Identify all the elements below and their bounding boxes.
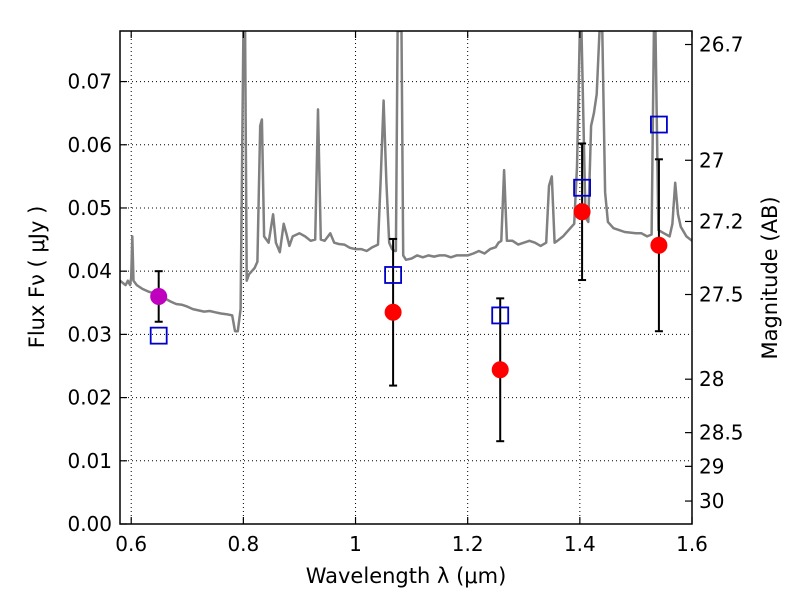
y-tick-label: 0.01 [67, 449, 112, 473]
x-tick-label: 1.6 [676, 532, 708, 556]
y-tick-label: 0.04 [67, 259, 112, 283]
model-point [384, 266, 403, 284]
x-axis-label: Wavelength λ (μm) [306, 564, 507, 588]
x-tick-label: 0.8 [227, 532, 259, 556]
y2-tick-label: 27 [699, 148, 724, 172]
y2-axis-label: Magnitude (AB) [758, 196, 782, 359]
y-tick-label: 0.00 [67, 512, 112, 536]
data-point [384, 303, 402, 321]
x-tick-label: 1.4 [564, 532, 596, 556]
y2-tick-label: 27.2 [699, 209, 744, 233]
data-point [650, 236, 668, 254]
y-tick-label: 0.06 [67, 133, 112, 157]
x-tick-label: 1 [349, 532, 362, 556]
model-point [650, 115, 668, 134]
data-point [491, 361, 509, 379]
plot-area [120, 31, 692, 443]
y2-tick-label: 28.5 [699, 421, 744, 445]
x-tick-label: 0.6 [115, 532, 147, 556]
y2-tick-label: 28 [699, 367, 724, 391]
y2-tick-label: 27.5 [699, 283, 744, 307]
axes: 0.6 0.8 1 1.2 1.4 1.6 0.00 0.01 0.02 0.03 0.04 0.05… [67, 30, 744, 556]
y2-tick-label: 29 [699, 454, 724, 478]
y-tick-label: 0.03 [67, 322, 112, 346]
plot-frame [119, 30, 693, 525]
data-point [573, 203, 591, 221]
plot-clip-group [120, 31, 692, 443]
model-spectrum-line [120, 31, 692, 333]
y-tick-label: 0.07 [67, 70, 112, 94]
y-tick-label: 0.02 [67, 386, 112, 410]
model-point [573, 178, 591, 197]
model-point [491, 306, 510, 325]
model-point [149, 326, 168, 345]
y2-tick-label: 30 [699, 489, 724, 513]
y-tick-label: 0.05 [67, 196, 112, 220]
x-tick-label: 1.2 [452, 532, 484, 556]
y-axis-label: Flux Fν ( μJy ) [25, 206, 49, 349]
data-point [150, 287, 168, 305]
y2-tick-label: 26.7 [699, 33, 744, 57]
